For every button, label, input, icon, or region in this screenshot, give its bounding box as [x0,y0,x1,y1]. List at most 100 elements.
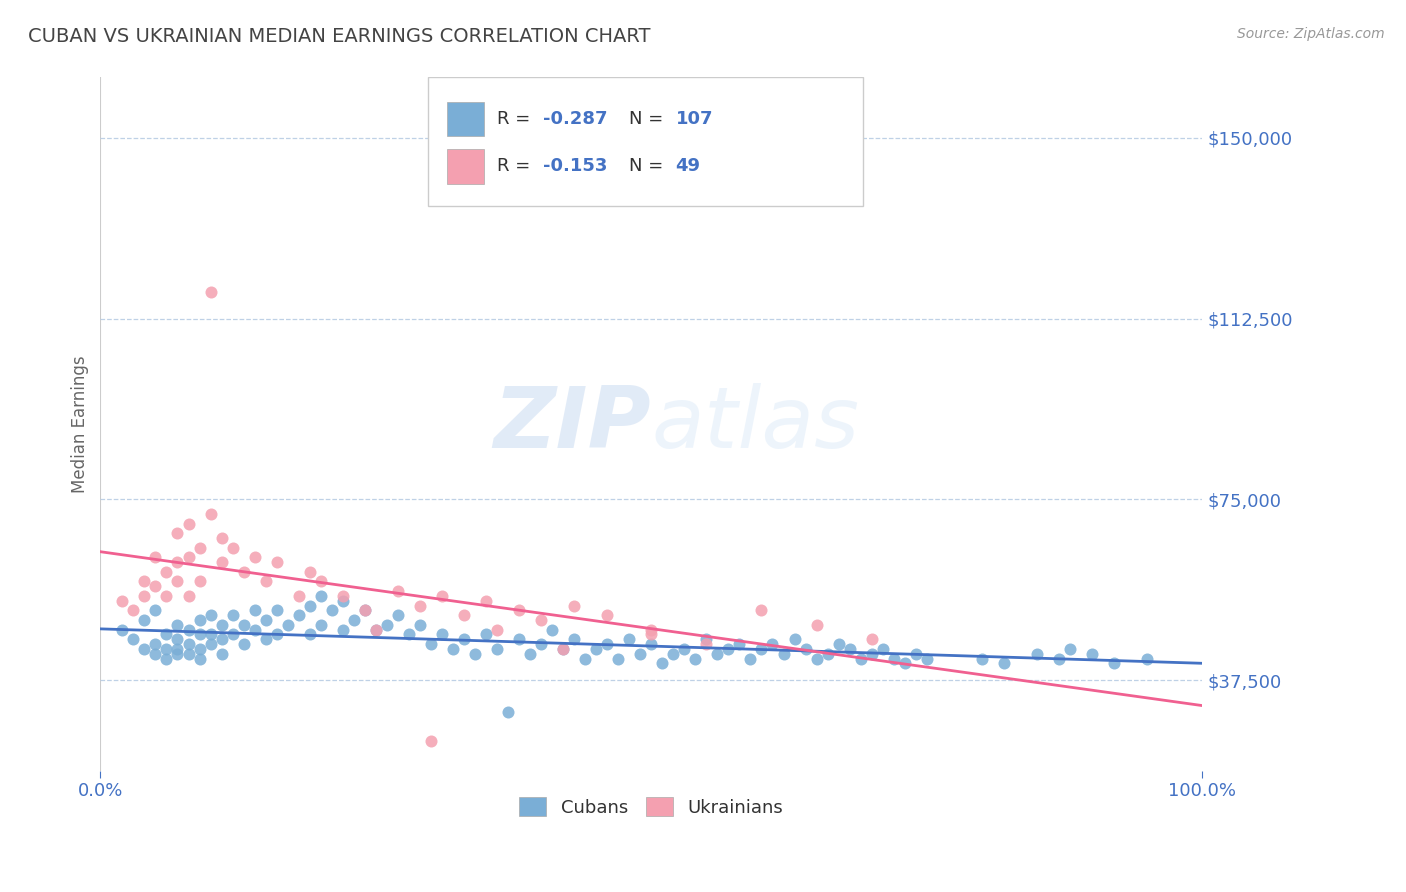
Point [243,623,266,637]
Point [475,627,498,641]
Point [166,526,188,541]
Point [419,733,441,747]
Point [298,599,321,613]
Point [387,608,409,623]
Point [200,608,222,623]
Point [486,623,509,637]
Point [332,623,354,637]
Point [200,285,222,299]
Point [574,651,596,665]
Point [287,608,309,623]
Point [266,627,288,641]
Point [640,637,662,651]
Point [353,603,375,617]
Point [232,617,254,632]
Point [122,603,145,617]
Point [177,550,200,565]
Point [496,705,519,719]
Point [309,589,332,603]
Point [177,637,200,651]
Point [155,641,177,656]
Point [254,613,277,627]
Point [1102,657,1125,671]
Point [441,641,464,656]
Point [254,632,277,647]
Point [860,632,883,647]
Point [134,589,156,603]
Legend: Cubans, Ukrainians: Cubans, Ukrainians [512,790,790,824]
Point [188,651,211,665]
Point [364,623,387,637]
Point [562,599,585,613]
Point [794,641,817,656]
Point [475,593,498,607]
Point [353,603,375,617]
Point [177,623,200,637]
Point [519,647,541,661]
Point [772,647,794,661]
Point [145,647,167,661]
Point [883,651,905,665]
Point [200,507,222,521]
Point [211,647,233,661]
Point [685,651,707,665]
Point [806,651,828,665]
Point [430,627,453,641]
Point [628,647,651,661]
Point [266,603,288,617]
Point [166,632,188,647]
Point [640,623,662,637]
Point [221,608,243,623]
Point [155,589,177,603]
Point [695,632,717,647]
Point [1026,647,1049,661]
Point [530,637,553,651]
Point [155,627,177,641]
Point [166,574,188,589]
Point [243,603,266,617]
Point [893,657,915,671]
Point [553,641,575,656]
Point [177,589,200,603]
Point [751,603,773,617]
Point [200,627,222,641]
Point [761,637,783,651]
Point [751,641,773,656]
Point [860,647,883,661]
Point [717,641,740,656]
Point [166,647,188,661]
Point [309,617,332,632]
Point [145,550,167,565]
FancyBboxPatch shape [447,149,484,184]
Point [486,641,509,656]
Point [508,632,530,647]
Point [409,599,432,613]
Point [122,632,145,647]
Point [915,651,938,665]
Point [266,555,288,569]
Point [1059,641,1081,656]
Point [332,593,354,607]
Point [553,641,575,656]
Point [177,516,200,531]
Point [464,647,486,661]
Point [375,617,398,632]
FancyBboxPatch shape [427,78,863,206]
Text: 107: 107 [675,110,713,128]
Point [651,657,673,671]
Point [145,603,167,617]
Point [398,627,420,641]
Point [419,637,441,651]
Point [188,541,211,555]
Point [166,617,188,632]
Point [277,617,299,632]
Point [221,627,243,641]
Point [596,608,619,623]
Text: R =: R = [498,110,536,128]
Point [993,657,1015,671]
Point [607,651,630,665]
Point [1081,647,1104,661]
Point [695,637,717,651]
FancyBboxPatch shape [447,102,484,136]
Y-axis label: Median Earnings: Median Earnings [72,355,89,493]
